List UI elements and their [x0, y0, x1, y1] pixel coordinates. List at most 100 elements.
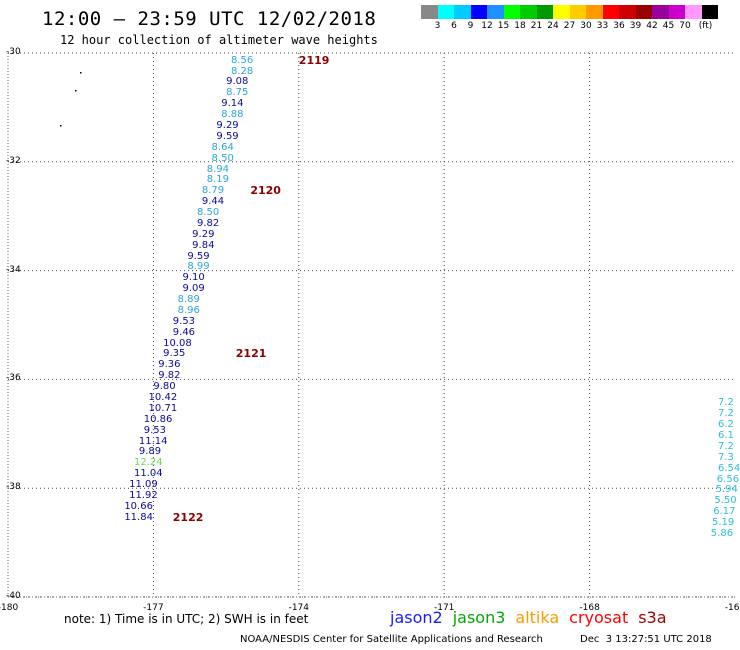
wave-height-label: 12.24 — [134, 457, 163, 469]
legend-label: 15 — [497, 21, 510, 31]
wave-height-label: 8.88 — [221, 109, 244, 121]
legend-label: 30 — [580, 21, 592, 31]
wave-height-label: 5.86 — [710, 527, 734, 539]
wave-height-label: 11.09 — [129, 479, 158, 491]
wave-height-label: 9.53 — [172, 315, 196, 327]
x-tick-label: -168 — [579, 603, 600, 613]
wave-height-label: 9.29 — [216, 120, 239, 131]
x-tick-label: -174 — [288, 603, 310, 613]
wave-height-label: 9.89 — [138, 446, 162, 458]
wave-height-label: 9.44 — [201, 196, 225, 208]
wave-height-label: 9.35 — [163, 348, 186, 360]
legend-label: 3 — [434, 21, 441, 31]
orbit-number-label: 2121 — [235, 347, 267, 361]
generated-timestamp: Dec 3 13:27:51 UTC 2018 — [580, 634, 712, 645]
legend-swatch — [553, 5, 570, 19]
wave-height-label: 10.86 — [143, 413, 173, 425]
wave-height-label: 10.66 — [124, 500, 153, 512]
wave-height-label: 11.92 — [129, 489, 158, 501]
footer-note: note: 1) Time is in UTC; 2) SWH is in fe… — [64, 612, 309, 626]
wave-height-label: 5.50 — [714, 495, 737, 507]
legend-label: 36 — [613, 21, 625, 31]
wave-height-label: 8.79 — [201, 185, 225, 197]
x-tick-label: -165 — [724, 603, 740, 613]
wave-height-label: 8.19 — [206, 174, 229, 186]
orbit-number-label: 2119 — [298, 53, 330, 67]
legend-swatch — [503, 5, 520, 19]
legend-swatch — [536, 5, 553, 19]
legend-label: (ft) — [698, 21, 713, 31]
wave-height-label: 9.14 — [221, 98, 244, 110]
wave-height-label: 9.08 — [226, 76, 249, 88]
data-speck — [80, 72, 82, 74]
legend-swatch — [421, 5, 438, 19]
wave-height-label: 8.94 — [206, 163, 229, 175]
wave-height-label: 7.2 — [718, 440, 734, 452]
wave-height-label: 9.80 — [153, 381, 176, 393]
legend-label: 27 — [563, 21, 576, 31]
wave-height-label: 9.59 — [216, 130, 239, 142]
legend-swatch — [586, 5, 603, 19]
legend-swatch — [619, 5, 636, 19]
wave-height-label: 9.84 — [192, 239, 215, 251]
legend-swatch — [569, 5, 586, 19]
x-tick-label: -180 — [0, 603, 19, 613]
wave-height-label: 9.10 — [182, 272, 205, 284]
wave-height-label: 10.42 — [148, 392, 178, 403]
legend-label: 12 — [481, 21, 493, 31]
map-title: 12:00 – 23:59 UTC 12/02/2018 — [42, 8, 377, 30]
legend-label: 9 — [467, 21, 474, 31]
satellite-legend-item: jason3 — [452, 608, 506, 627]
wave-height-label: 9.29 — [192, 228, 215, 240]
orbit-number-label: 2122 — [172, 510, 204, 524]
wave-height-label: 7.2 — [718, 397, 734, 409]
wave-height-label: 8.96 — [177, 304, 200, 316]
x-tick-label: -177 — [143, 603, 164, 613]
wave-height-label: 8.28 — [230, 65, 254, 77]
y-tick-label: -36 — [6, 373, 21, 384]
wave-height-label: 9.82 — [197, 217, 220, 229]
wave-height-label: 9.59 — [187, 250, 210, 262]
wave-height-label: 10.08 — [163, 337, 192, 349]
wave-height-label: 11.04 — [134, 468, 163, 480]
wave-height-label: 7.3 — [718, 451, 734, 463]
wave-height-label: 9.46 — [172, 326, 196, 338]
legend-label: 39 — [629, 21, 642, 31]
credit-line: NOAA/NESDIS Center for Satellite Applica… — [240, 634, 543, 645]
wave-height-label: 9.36 — [158, 359, 181, 371]
satellite-legend: jason2 jason3 altika cryosat s3a — [390, 608, 677, 627]
map-subtitle: 12 hour collection of altimeter wave hei… — [60, 33, 378, 47]
wave-height-label: 8.56 — [230, 54, 254, 66]
legend-swatch — [685, 5, 702, 19]
y-tick-label: -30 — [6, 47, 21, 57]
wave-height-label: 6.2 — [718, 419, 734, 431]
y-tick-label: -32 — [6, 155, 21, 166]
legend-label: 42 — [646, 21, 658, 31]
data-speck — [60, 125, 62, 127]
color-legend-bar — [421, 5, 718, 19]
wave-height-label: 6.1 — [718, 430, 734, 442]
data-speck — [75, 90, 77, 92]
wave-height-label: 8.75 — [226, 87, 249, 99]
wave-height-label: 11.14 — [138, 435, 168, 447]
orbit-number-label: 2120 — [250, 184, 281, 198]
wave-height-label: 8.64 — [211, 141, 234, 153]
legend-swatch — [701, 5, 718, 19]
wave-height-label: 6.54 — [718, 462, 740, 474]
x-tick-label: -171 — [433, 603, 455, 613]
wave-height-label: 8.99 — [187, 261, 210, 273]
legend-label: 24 — [547, 21, 559, 31]
legend-swatch — [487, 5, 504, 19]
y-tick-label: -38 — [6, 482, 21, 493]
legend-swatch — [668, 5, 685, 19]
legend-label: 21 — [530, 21, 543, 31]
legend-swatch — [470, 5, 487, 19]
wave-height-label: 9.82 — [158, 370, 181, 382]
legend-label: 70 — [679, 21, 691, 31]
wave-height-label: 10.71 — [148, 402, 178, 414]
wave-height-label: 8.50 — [197, 207, 220, 219]
color-legend-labels: 3 6 9 12 15 18 21 24 27 30 33 36 39 42 45 70 (ft) — [421, 21, 740, 33]
satellite-legend-item: s3a — [638, 608, 667, 627]
wave-height-label: 7.2 — [718, 408, 734, 420]
